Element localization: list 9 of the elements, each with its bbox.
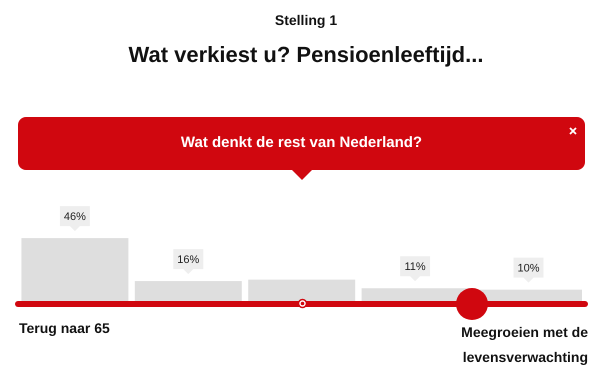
- data-label: 16%: [177, 254, 200, 266]
- data-label: 10%: [517, 262, 540, 275]
- data-label: 46%: [64, 211, 86, 224]
- text: Terug naar 65: [19, 320, 110, 336]
- text: Meegroeien met de levensverwachting: [460, 323, 588, 367]
- chart-subtitle: Stelling 1: [274, 12, 338, 28]
- chart-title: Wat verkiest u? Pensioenleeftijd...: [128, 42, 484, 68]
- data-label: 11%: [404, 261, 426, 274]
- text: Wat denkt de rest van Nederland?: [180, 134, 424, 151]
